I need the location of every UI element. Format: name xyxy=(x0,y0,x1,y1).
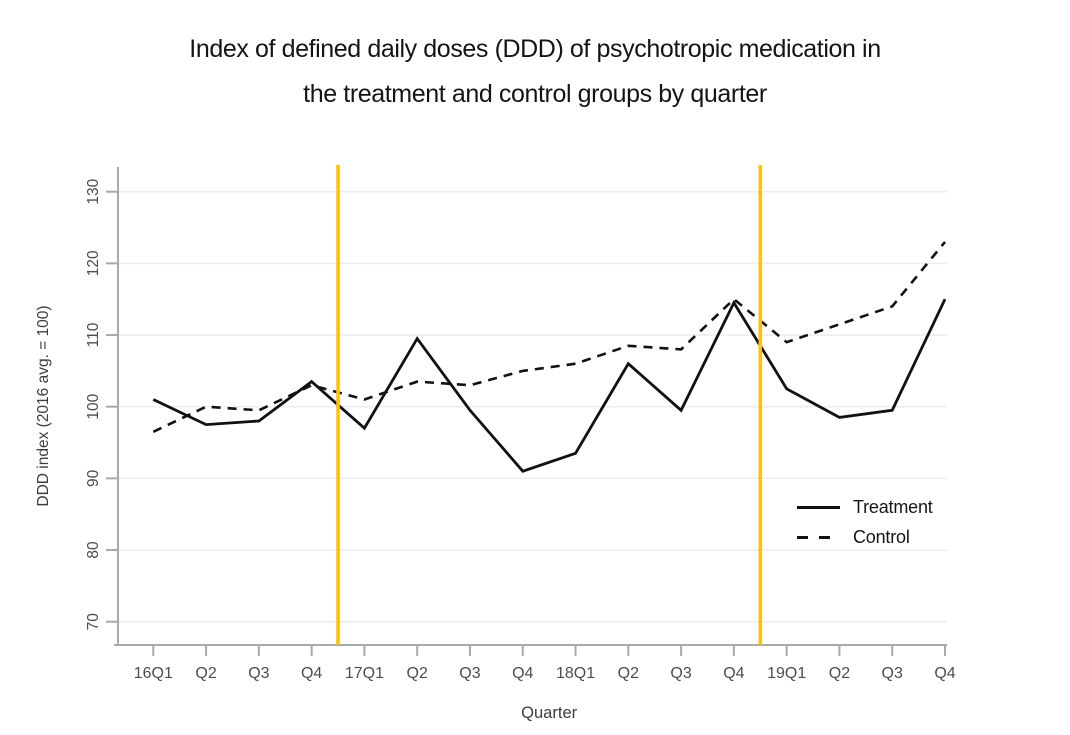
svg-text:Q4: Q4 xyxy=(934,665,955,682)
svg-text:90: 90 xyxy=(85,469,102,487)
svg-text:Q3: Q3 xyxy=(670,665,691,682)
chart-title: Index of defined daily doses (DDD) of ps… xyxy=(0,27,1070,117)
svg-text:16Q1: 16Q1 xyxy=(134,665,173,682)
treatment-line-sample xyxy=(797,505,840,509)
legend-label-treatment: Treatment xyxy=(853,496,933,517)
x-axis-title: Quarter xyxy=(521,704,577,722)
y-tick-labels: 70 80 90 100 110 120 130 xyxy=(85,178,102,630)
chart-title-line2: the treatment and control groups by quar… xyxy=(303,80,767,108)
y-axis-title: DDD index (2016 avg. = 100) xyxy=(35,305,52,506)
series-treatment-line xyxy=(152,298,947,473)
svg-text:17Q1: 17Q1 xyxy=(345,665,384,682)
svg-text:Q3: Q3 xyxy=(882,665,903,682)
svg-text:Q3: Q3 xyxy=(459,665,480,682)
legend-label-control: Control xyxy=(853,526,910,547)
gridlines xyxy=(118,190,947,623)
chart-title-line1: Index of defined daily doses (DDD) of ps… xyxy=(189,35,881,63)
svg-text:Q4: Q4 xyxy=(301,665,322,682)
control-line-sample xyxy=(797,535,840,539)
svg-text:120: 120 xyxy=(85,250,102,276)
event-vlines xyxy=(336,165,763,645)
legend: Treatment Control xyxy=(797,492,933,552)
svg-text:18Q1: 18Q1 xyxy=(556,665,595,682)
svg-text:Q2: Q2 xyxy=(195,665,216,682)
svg-text:70: 70 xyxy=(85,613,102,631)
svg-text:Q3: Q3 xyxy=(248,665,269,682)
svg-text:Q4: Q4 xyxy=(723,665,744,682)
svg-text:130: 130 xyxy=(85,178,102,204)
x-tick-labels: 16Q1 Q2 Q3 Q4 17Q1 Q2 Q3 Q4 18Q1 Q2 Q3 Q4 19Q1 Q2 Q3 Q4 xyxy=(134,665,956,682)
series-control-line xyxy=(152,241,947,433)
svg-text:Q2: Q2 xyxy=(407,665,428,682)
svg-text:Q4: Q4 xyxy=(512,665,533,682)
legend-item-treatment: Treatment xyxy=(797,492,933,522)
svg-text:Q2: Q2 xyxy=(829,665,850,682)
axes xyxy=(106,167,947,656)
svg-text:Q2: Q2 xyxy=(618,665,639,682)
svg-text:80: 80 xyxy=(85,541,102,559)
svg-text:100: 100 xyxy=(85,393,102,419)
svg-text:110: 110 xyxy=(85,322,102,347)
legend-item-control: Control xyxy=(797,522,933,552)
svg-text:19Q1: 19Q1 xyxy=(767,665,806,682)
